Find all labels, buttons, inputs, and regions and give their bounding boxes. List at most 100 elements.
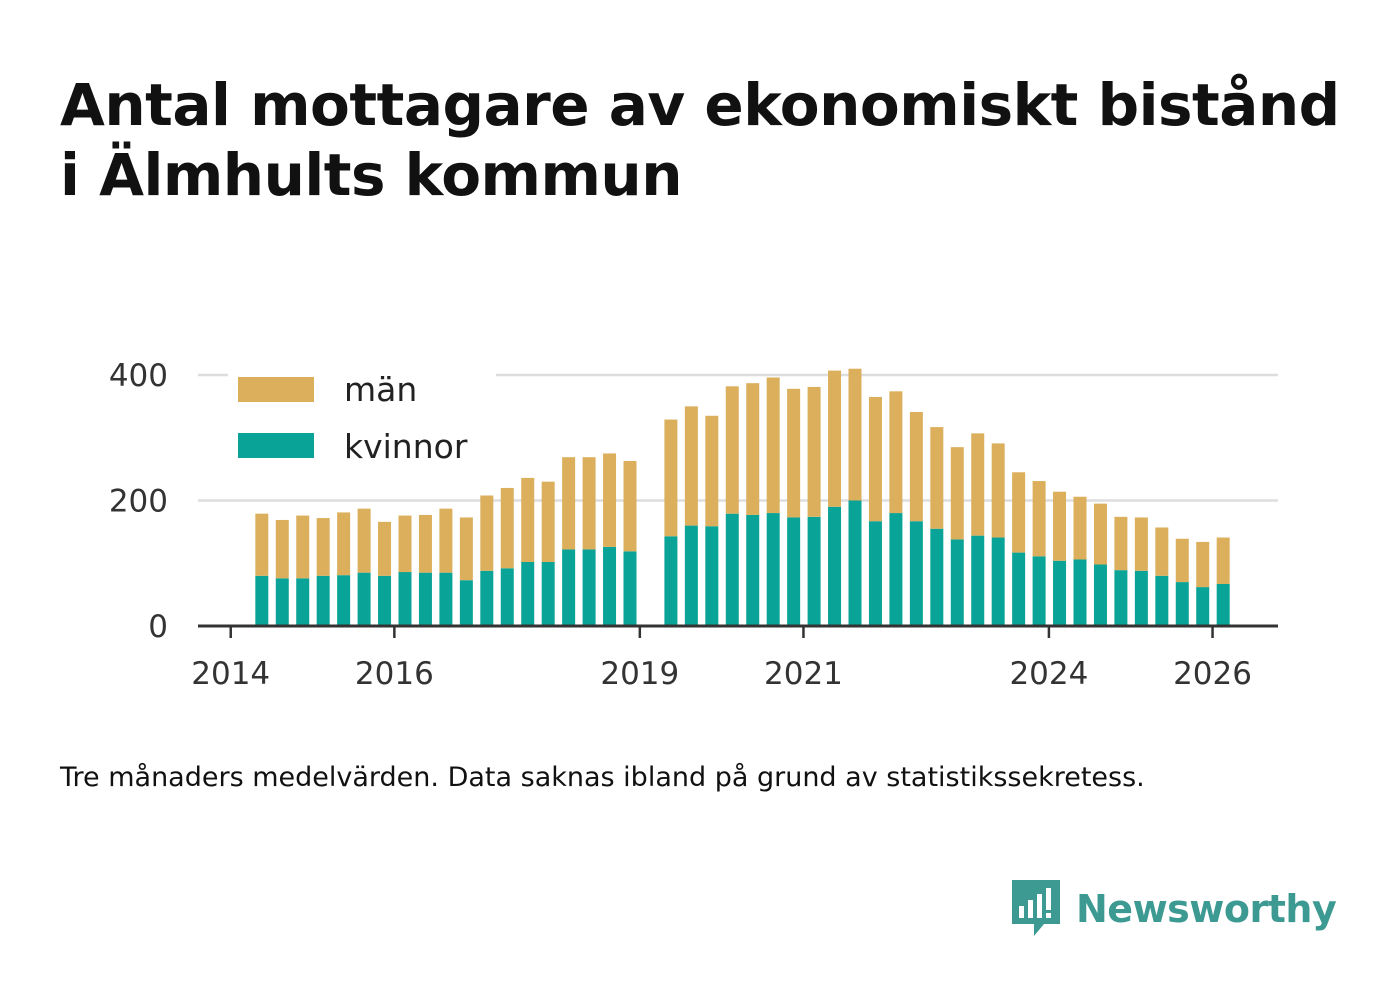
legend-swatch-women xyxy=(238,433,314,458)
y-axis: 0 200 400 xyxy=(109,358,168,645)
bar-man xyxy=(950,447,964,540)
bar-man xyxy=(296,515,310,579)
bar-man xyxy=(909,412,923,522)
bar-man xyxy=(725,386,739,514)
bar-kvinnor xyxy=(255,575,269,626)
bar-kvinnor xyxy=(930,528,944,626)
x-tick-label: 2016 xyxy=(355,656,434,692)
chart-caption: Tre månaders medelvärden. Data saknas ib… xyxy=(60,762,1145,793)
bar-man xyxy=(337,512,351,576)
bar-kvinnor xyxy=(746,514,760,626)
bar-kvinnor xyxy=(725,513,739,626)
bar-kvinnor xyxy=(1175,582,1189,626)
y-tick-label: 400 xyxy=(109,358,168,394)
bar-man xyxy=(746,383,760,515)
stacked-bar-chart: män kvinnor 0 200 400 2014 2016 2019 2021 2024… xyxy=(109,358,1278,692)
bar-kvinnor xyxy=(398,572,412,626)
bar-man xyxy=(541,481,555,562)
bar-man xyxy=(521,477,535,562)
bar-kvinnor xyxy=(582,549,596,626)
bar-man xyxy=(1053,491,1067,561)
bar-man xyxy=(664,419,678,537)
bar-kvinnor xyxy=(787,517,801,626)
bar-man xyxy=(766,377,780,514)
bar-kvinnor xyxy=(541,561,555,626)
bar-man xyxy=(275,519,289,579)
bar-man xyxy=(459,517,473,581)
bar-man xyxy=(316,518,330,576)
bar-kvinnor xyxy=(562,549,576,626)
bar-kvinnor xyxy=(1093,564,1107,626)
bar-kvinnor xyxy=(521,561,535,626)
bar-man xyxy=(684,406,698,526)
x-tick-label: 2024 xyxy=(1009,656,1088,692)
bar-kvinnor xyxy=(500,568,514,626)
bar-man xyxy=(889,391,903,514)
bar-kvinnor xyxy=(275,578,289,626)
bar-chart-speech-bubble-icon xyxy=(1012,880,1060,936)
bar-kvinnor xyxy=(1196,587,1210,626)
bar-kvinnor xyxy=(480,570,494,626)
bar-kvinnor xyxy=(439,572,453,626)
bars xyxy=(255,368,1230,626)
bar-man xyxy=(1073,496,1087,560)
legend: män kvinnor xyxy=(228,365,496,475)
bar-man xyxy=(848,368,862,501)
bar-man xyxy=(807,386,821,517)
bar-man xyxy=(480,495,494,571)
y-tick-label: 200 xyxy=(109,484,168,520)
bar-man xyxy=(1175,538,1189,583)
bar-kvinnor xyxy=(909,521,923,626)
bar-kvinnor xyxy=(950,539,964,626)
bar-kvinnor xyxy=(807,516,821,626)
bar-man xyxy=(439,508,453,573)
bar-kvinnor xyxy=(828,506,842,626)
bar-kvinnor xyxy=(1216,583,1230,626)
x-tick-label: 2021 xyxy=(764,656,843,692)
bar-man xyxy=(357,508,371,573)
brand-logo: Newsworthy xyxy=(1010,878,1337,940)
bar-man xyxy=(378,521,392,576)
bar-man xyxy=(398,515,412,573)
bar-kvinnor xyxy=(1053,560,1067,626)
bar-kvinnor xyxy=(316,575,330,626)
bar-man xyxy=(255,513,269,576)
bar-kvinnor xyxy=(991,537,1005,626)
bar-kvinnor xyxy=(459,580,473,626)
legend-label-women: kvinnor xyxy=(344,427,468,466)
y-tick-label: 0 xyxy=(148,609,168,645)
bar-kvinnor xyxy=(603,546,617,626)
bar-man xyxy=(1134,517,1148,571)
bar-kvinnor xyxy=(357,572,371,626)
bar-kvinnor xyxy=(1012,552,1026,626)
bar-kvinnor xyxy=(1155,575,1169,626)
bar-man xyxy=(1093,503,1107,565)
chart-title: Antal mottagare av ekonomiskt bistånd i … xyxy=(60,70,1340,210)
x-tick-label: 2026 xyxy=(1173,656,1252,692)
bar-kvinnor xyxy=(664,536,678,626)
bar-man xyxy=(1032,481,1046,557)
bar-man xyxy=(868,396,882,522)
bar-kvinnor xyxy=(868,521,882,626)
bar-kvinnor xyxy=(766,513,780,626)
bar-man xyxy=(1012,472,1026,553)
bar-man xyxy=(562,457,576,550)
chart-title-line-2: i Älmhults kommun xyxy=(60,141,683,209)
bar-kvinnor xyxy=(889,513,903,626)
bar-man xyxy=(1216,537,1230,584)
bar-kvinnor xyxy=(971,535,985,626)
chart-title-line-1: Antal mottagare av ekonomiskt bistånd xyxy=(60,71,1340,139)
bar-man xyxy=(418,514,432,573)
bar-kvinnor xyxy=(705,526,719,626)
bar-man xyxy=(623,460,637,552)
bar-kvinnor xyxy=(418,572,432,626)
brand-name: Newsworthy xyxy=(1076,887,1337,931)
legend-swatch-men xyxy=(238,377,314,402)
x-tick-label: 2014 xyxy=(191,656,270,692)
bar-man xyxy=(603,453,617,547)
bar-kvinnor xyxy=(296,578,310,626)
bar-man xyxy=(1196,541,1210,588)
bar-man xyxy=(930,427,944,529)
bar-man xyxy=(991,443,1005,538)
bar-kvinnor xyxy=(1032,556,1046,626)
